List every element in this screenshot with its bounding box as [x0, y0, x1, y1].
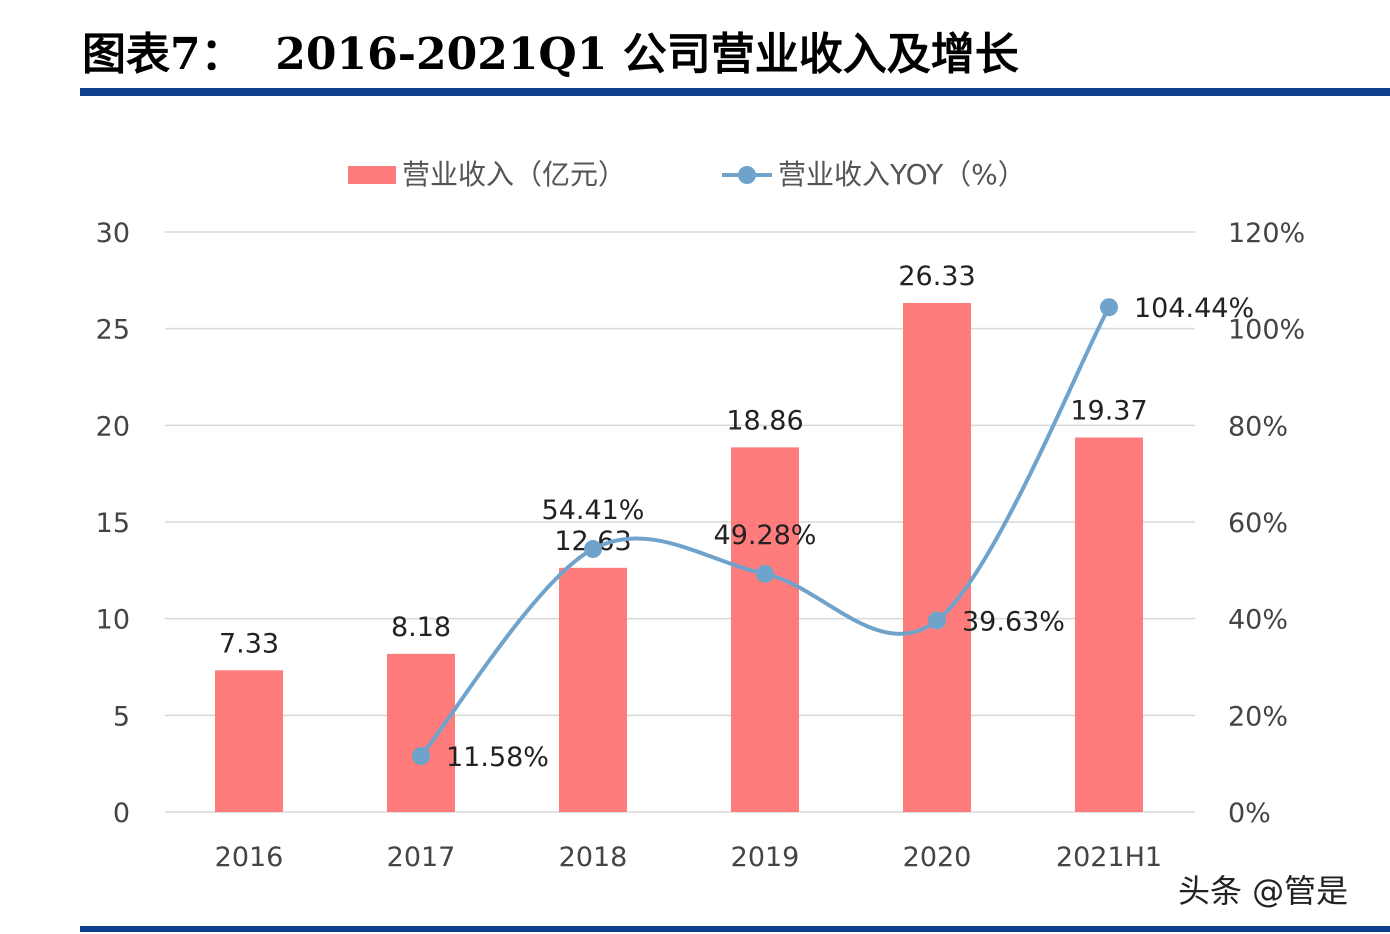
bar — [1075, 437, 1143, 812]
legend-bar-label: 营业收入（亿元） — [402, 158, 626, 191]
bar — [387, 653, 455, 812]
bar-value-label: 26.33 — [898, 261, 975, 292]
yoy-line — [419, 306, 1111, 758]
legend-line-label: 营业收入YOY（%） — [778, 158, 1026, 191]
left-tick-label: 25 — [96, 315, 130, 346]
yoy-point — [1100, 298, 1118, 317]
yoy-point — [756, 564, 774, 583]
left-tick-label: 5 — [113, 701, 130, 732]
bar — [731, 447, 799, 812]
yoy-value-label: 104.44% — [1134, 293, 1254, 324]
yoy-point — [928, 611, 946, 630]
left-tick-label: 10 — [96, 605, 130, 636]
yoy-point — [584, 540, 602, 559]
bar-value-label: 8.18 — [391, 612, 451, 643]
yoy-value-label: 54.41% — [542, 495, 645, 526]
left-tick-label: 15 — [96, 508, 130, 539]
right-tick-label: 60% — [1228, 508, 1288, 539]
yoy-value-label: 11.58% — [446, 742, 549, 773]
right-tick-label: 100% — [1228, 315, 1305, 346]
left-tick-label: 30 — [96, 218, 130, 249]
figure-title: 图表7： 2016-2021Q1 公司营业收入及增长 — [82, 29, 1019, 80]
x-tick-label: 2021H1 — [1056, 842, 1162, 873]
bar — [215, 670, 283, 812]
x-tick-label: 2018 — [559, 842, 628, 873]
title-divider — [80, 88, 1390, 96]
bar-value-label: 7.33 — [219, 628, 279, 659]
bar-value-label: 19.37 — [1070, 396, 1147, 427]
right-tick-label: 0% — [1228, 798, 1271, 829]
x-tick-label: 2016 — [215, 842, 284, 873]
yoy-value-label: 39.63% — [962, 606, 1065, 637]
bottom-divider — [80, 926, 1390, 932]
x-tick-label: 2019 — [731, 842, 800, 873]
bar-value-label: 18.86 — [726, 405, 803, 436]
right-tick-label: 80% — [1228, 411, 1288, 442]
right-tick-label: 40% — [1228, 605, 1288, 636]
bar — [903, 302, 971, 812]
yoy-point — [412, 747, 430, 766]
watermark: 头条 @管是 — [1178, 872, 1349, 910]
left-tick-label: 0 — [113, 798, 130, 829]
bar — [559, 567, 627, 812]
yoy-value-label: 49.28% — [714, 520, 817, 551]
left-tick-label: 20 — [96, 411, 130, 442]
legend-bar-swatch — [348, 166, 396, 184]
right-tick-label: 20% — [1228, 701, 1288, 732]
x-tick-label: 2020 — [903, 842, 972, 873]
right-tick-label: 120% — [1228, 218, 1305, 249]
legend-line-marker — [738, 166, 756, 184]
x-tick-label: 2017 — [387, 842, 456, 873]
